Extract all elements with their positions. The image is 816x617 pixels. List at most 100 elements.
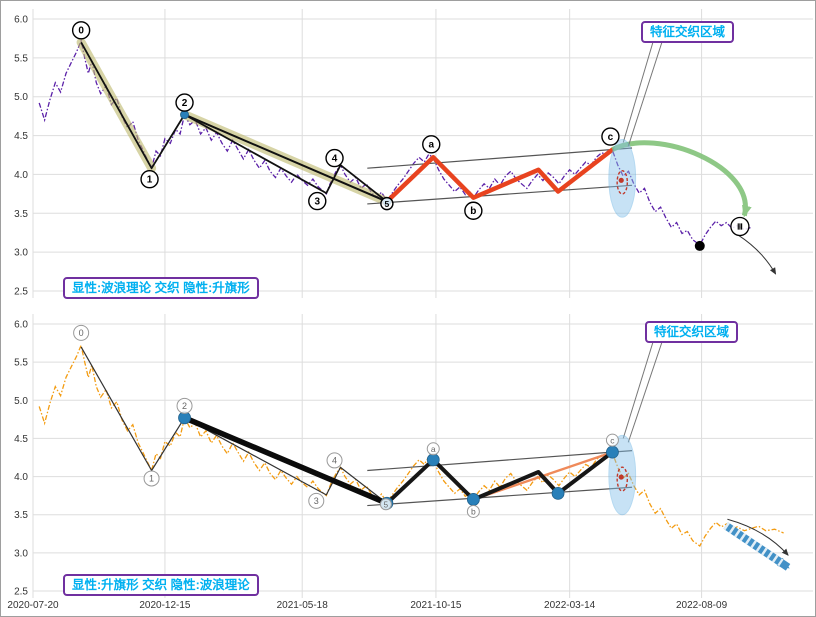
svg-text:a: a [428,140,434,151]
wave2-5-line [184,113,388,203]
svg-text:c: c [608,132,614,143]
wave-label-2: 2 [176,397,193,414]
svg-text:2: 2 [182,98,188,109]
y-tick-label: 3.5 [14,510,28,521]
wave-label-roman: Ⅲ [730,216,750,237]
wave-label-3: 3 [308,492,325,509]
price-low-dot [694,240,705,251]
wave-label-0: 0 [73,324,90,341]
y-tick-label: 3.5 [14,209,28,220]
wave-label-b: b [466,504,480,518]
svg-text:Ⅲ: Ⅲ [737,221,743,231]
annotation-curve [737,234,777,275]
channel-lower [367,486,633,507]
bottom-panel: 6.0 5.5 5.0 4.5 4.0 3.5 3.0 2.5 0 1 2 3 4 5 a b c [14,314,813,598]
channel-upper [367,147,633,169]
impulse-line [80,346,388,504]
region-pointer-line [627,41,663,147]
zigzag-line [384,450,615,506]
top-panel-legend: 显性:波浪理论 交织 隐性:升旗形 [63,277,259,300]
x-tick-label: 2020-07-20 [7,600,59,611]
svg-text:0: 0 [78,26,84,37]
wave-label-5: 5 [379,498,392,511]
inner-ellipse [616,169,629,195]
y-tick-label: 5.0 [14,396,28,407]
top-panel: 6.0 5.5 5.0 4.5 4.0 3.5 3.0 2.5 0 1 2 3 4 5 a b c Ⅲ [14,9,813,298]
wave-marker [466,493,480,506]
wave-label-4: 4 [326,452,343,469]
x-tick-label: 2021-05-18 [277,600,329,611]
wave-label-c: c [601,127,620,146]
y-tick-label: 3.0 [14,248,28,259]
wave-marker [426,453,440,467]
top-feature-region-label: 特征交织区域 [641,21,735,44]
wave-label-3: 3 [308,191,327,211]
svg-text:2: 2 [182,401,187,411]
y-tick-label: 4.0 [14,472,28,483]
svg-text:3: 3 [314,496,319,506]
y-tick-label: 4.5 [14,131,28,142]
wave-marker [606,445,619,459]
x-axis-labels: 2020-07-20 2020-12-15 2021-05-18 2021-10-15… [7,600,727,611]
y-tick-label: 5.0 [14,92,28,103]
wave-marker [551,486,565,500]
svg-text:4: 4 [332,456,337,466]
wave-label-a: a [426,442,440,456]
zigzag-line [384,147,615,204]
x-tick-label: 2021-10-15 [410,600,462,611]
x-tick-label: 2022-08-09 [676,600,728,611]
wave-label-5: 5 [380,196,394,211]
wave-label-b: b [464,201,483,220]
bottom-price-line [38,343,784,547]
trend-arrow-hatch [723,522,784,567]
x-tick-label: 2020-12-15 [139,600,191,611]
y-tick-label: 6.0 [14,320,28,331]
trend-arrow [723,522,791,571]
y-tick-label: 4.5 [14,434,28,445]
svg-text:0: 0 [79,328,84,338]
svg-text:5: 5 [385,199,390,209]
projection-arrow [611,140,752,218]
region-pointer-line [627,341,663,443]
inner-dot [618,474,624,480]
svg-text:1: 1 [149,474,154,484]
channel-lower [367,184,633,205]
region-pointer-line [622,341,654,439]
wave-label-c: c [605,433,619,447]
x-tick-label: 2022-03-14 [544,600,596,611]
wave-label-a: a [422,135,441,154]
region-pointer-line [622,41,654,143]
svg-text:a: a [431,444,436,454]
annotation-curve [727,518,789,556]
svg-text:3: 3 [314,196,320,207]
inner-dot [618,177,624,183]
inner-ellipse [616,466,629,492]
y-tick-label: 3.0 [14,548,28,559]
bottom-feature-region-label: 特征交织区域 [645,321,739,344]
wave-label-2: 2 [175,93,194,112]
y-tick-label: 2.5 [14,287,28,298]
y-tick-label: 2.5 [14,587,28,598]
flag-pole [181,415,390,507]
y-tick-label: 5.5 [14,358,28,369]
wave-label-1: 1 [140,170,159,189]
channel-upper [367,450,633,472]
svg-text:b: b [471,507,476,517]
y-tick-label: 5.5 [14,53,28,64]
bottom-gridlines [32,314,813,598]
svg-text:b: b [470,206,476,217]
y-tick-label: 4.0 [14,170,28,181]
impulse-line [80,41,388,203]
feature-ellipse [608,41,663,218]
svg-text:c: c [610,435,615,445]
svg-text:5: 5 [384,500,389,509]
wave-label-0: 0 [71,21,91,40]
wave-label-1: 1 [143,470,160,487]
svg-text:1: 1 [147,174,153,185]
y-tick-label: 6.0 [14,15,28,26]
bottom-panel-legend: 显性:升旗形 交织 隐性:波浪理论 [63,574,259,597]
wave-label-4: 4 [325,148,344,168]
svg-text:4: 4 [332,153,338,164]
